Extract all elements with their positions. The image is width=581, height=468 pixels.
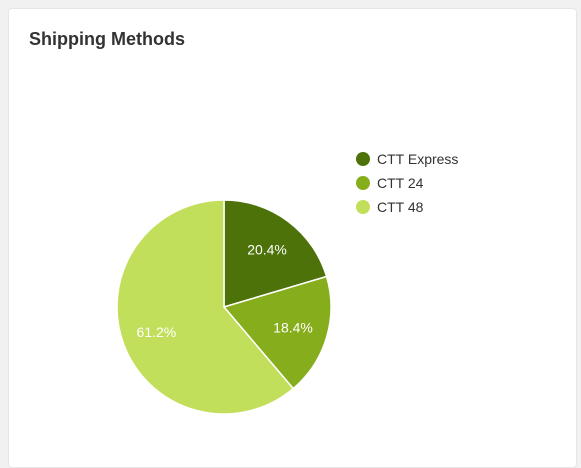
legend-swatch xyxy=(356,200,370,214)
legend-swatch xyxy=(356,152,370,166)
legend-item-ctt-express[interactable]: CTT Express xyxy=(356,151,458,167)
legend-label: CTT 24 xyxy=(377,175,424,191)
legend-item-ctt-24[interactable]: CTT 24 xyxy=(356,175,424,191)
legend-item-ctt-48[interactable]: CTT 48 xyxy=(356,199,424,215)
legend-label: CTT Express xyxy=(377,151,458,167)
legend-swatch xyxy=(356,176,370,190)
pie-slice-ctt-24[interactable] xyxy=(222,275,332,390)
pie-labels: 20.4% 18.4% 61.2% xyxy=(137,241,313,340)
legend-label: CTT 48 xyxy=(377,199,424,215)
pie-slices xyxy=(116,199,332,415)
slice-value-label: 18.4% xyxy=(273,320,313,336)
pie-slice-ctt-48[interactable] xyxy=(116,199,295,415)
pie-slice-ctt-express[interactable] xyxy=(223,199,328,309)
card-title: Shipping Methods xyxy=(29,29,185,49)
slice-value-label: 61.2% xyxy=(137,324,177,340)
chart-legend[interactable]: CTT Express CTT 24 CTT 48 xyxy=(356,151,458,215)
slice-value-label: 20.4% xyxy=(247,241,287,257)
pie-chart: 20.4% 18.4% 61.2% CTT Express CTT 24 CTT 48 xyxy=(116,151,458,415)
